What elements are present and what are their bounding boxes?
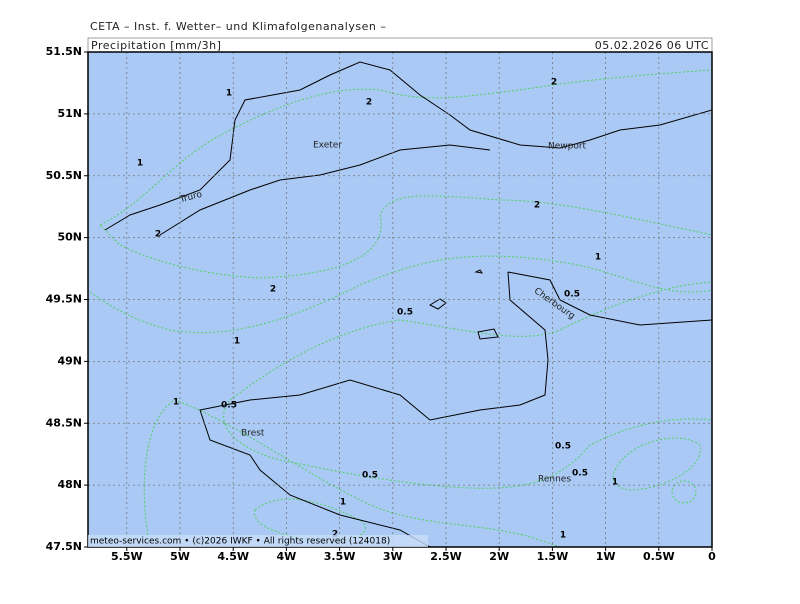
contour-label: 1 [595,253,601,263]
contour-label: 1 [173,398,179,408]
lat-label: 49N [57,354,82,367]
lon-label: 1.5W [537,550,569,563]
lon-label: 0 [708,550,716,563]
map-area: Exeter Newport Truro Cherbourg Brest Ren… [88,52,712,547]
lon-label: 2W [489,550,509,563]
field-gt2-south [254,498,366,543]
contour-label: 2 [270,285,276,295]
footer-bg [88,535,428,547]
city-label: Exeter [313,141,342,151]
footer-text: meteo-services.com • (c)2026 IWKF • All … [90,537,390,547]
lon-label: 2.5W [430,550,462,563]
lon-label: 4.5W [217,550,249,563]
lon-label: 3W [383,550,403,563]
contour-label: 1 [137,159,143,169]
coastline-france [199,271,712,547]
coastline-uk-south [159,144,491,236]
contour-label: 1 [234,337,240,347]
field-1-2-blob [671,480,697,504]
contour-label: 1 [340,498,346,508]
city-label: Newport [548,142,587,152]
lon-label: 4W [277,550,297,563]
contour-label: 1 [612,478,618,488]
contour-label: 2 [155,230,161,240]
coastline-uk [104,61,712,231]
lat-label: 48.5N [46,416,82,429]
lon-label: 0.5W [643,550,675,563]
city-label: Brest [241,429,265,439]
contour-label: 1 [560,531,566,541]
contour-label: 2 [534,201,540,211]
lon-label: 5W [170,550,190,563]
lon-label: 3.5W [324,550,356,563]
contour-label: 0.5 [221,401,237,411]
graticule [88,52,712,547]
field-1-2 [88,52,712,334]
contour-labels: 1 2 2 1 2 2 1 2 0.5 0.5 1 1 0.5 0.5 0.5 0.5 1 1 2 1 [137,78,618,541]
lat-label: 50.5N [46,169,82,182]
lat-label: 48N [57,478,82,491]
contour-label: 2 [332,530,338,540]
lon-label: 1W [596,550,616,563]
date-text: 05.02.2026 06 UTC [595,39,709,52]
contour-label: 0.5 [362,471,378,481]
contour-label: 0.5 [397,308,413,318]
field-1-2-east [612,437,701,491]
city-label: Rennes [538,475,571,485]
source-text: CETA – Inst. f. Wetter– und Klimafolgena… [90,20,386,33]
contour-label: 0.5 [564,290,580,300]
lat-label: 50N [57,231,82,244]
field-gt2 [99,69,712,279]
lon-label: 5.5W [111,550,143,563]
lat-label: 51.5N [46,45,82,58]
field-lt05 [223,281,712,489]
contour-label: 2 [366,98,372,108]
contour-label: 0.5 [555,442,571,452]
map-title: Precipitation [mm/3h] [91,39,221,52]
contour-label: 2 [551,78,557,88]
lat-label: 47.5N [46,540,82,553]
contour-label: 0.5 [572,469,588,479]
lat-label: 49.5N [46,293,82,306]
contour-label: 1 [226,89,232,99]
lat-label: 51N [57,107,82,120]
field-1-2-south [143,399,561,547]
